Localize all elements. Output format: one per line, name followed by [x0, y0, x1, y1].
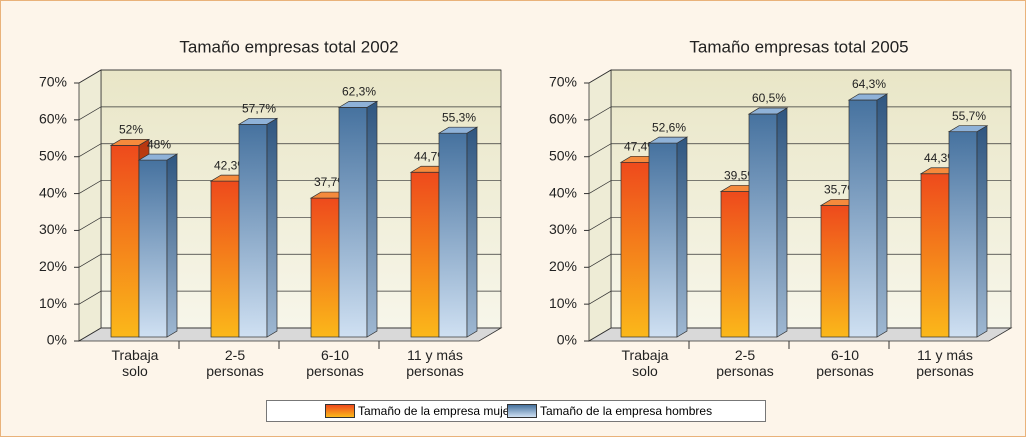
y-tick-label: 20%: [39, 258, 67, 274]
chart-title: Tamaño empresas total 2005: [689, 37, 908, 56]
y-tick-label: 70%: [39, 74, 67, 90]
value-label: 48%: [147, 137, 171, 151]
bar: [310, 197, 340, 338]
value-label: 60,5%: [752, 91, 786, 105]
bar: [210, 180, 240, 338]
bar: [748, 113, 778, 338]
bar-side: [466, 126, 478, 338]
grid-line: [588, 69, 1011, 84]
y-tick-label: 10%: [549, 295, 577, 311]
bar: [820, 205, 850, 338]
bar: [338, 107, 368, 338]
y-tick-label: 0%: [557, 332, 577, 348]
value-label: 55,7%: [952, 109, 986, 123]
bar: [438, 132, 468, 338]
y-tick-label: 10%: [39, 295, 67, 311]
legend-swatch: [325, 404, 355, 418]
bar-top: [747, 107, 789, 115]
y-tick-label: 60%: [39, 111, 67, 127]
bar-side: [266, 117, 278, 338]
y-tick-label: 20%: [549, 258, 577, 274]
x-tick-label: 6-10 personas: [816, 347, 874, 379]
legend-swatch: [507, 404, 537, 418]
bar-top: [847, 93, 889, 101]
x-tick-label: 11 y más personas: [916, 347, 974, 379]
legend-entry: Tamaño de la empresa hombres: [507, 404, 712, 418]
y-tick-label: 30%: [39, 221, 67, 237]
value-label: 64,3%: [852, 77, 886, 91]
bar-side: [166, 153, 178, 338]
bar-side: [776, 107, 788, 338]
bar-top: [647, 136, 689, 144]
side-wall: [588, 69, 612, 342]
x-tick-label: Trabaja solo: [111, 347, 159, 379]
y-tick-label: 70%: [549, 74, 577, 90]
bar-side: [876, 93, 888, 338]
legend-label: Tamaño de la empresa hombres: [540, 404, 713, 418]
x-tick-label: 11 y más personas: [406, 347, 464, 379]
value-label: 57,7%: [242, 102, 276, 116]
legend: Tamaño de la empresa mujeres Tamaño de l…: [266, 400, 766, 422]
bar: [620, 161, 650, 338]
bar: [720, 191, 750, 338]
bar-top: [437, 126, 479, 134]
x-tick-label: 6-10 personas: [306, 347, 364, 379]
y-tick-label: 50%: [39, 147, 67, 163]
y-tick-label: 40%: [39, 184, 67, 200]
grid-line: [78, 69, 501, 84]
value-label: 62,3%: [342, 85, 376, 99]
value-label: 52,6%: [652, 120, 686, 134]
x-tick-label: Trabaja solo: [621, 347, 669, 379]
y-tick-label: 50%: [549, 147, 577, 163]
bar-top: [237, 117, 279, 125]
value-label: 55,3%: [442, 110, 476, 124]
bar-top: [137, 153, 179, 161]
bar-side: [366, 100, 378, 338]
legend-entry: Tamaño de la empresa mujeres: [325, 404, 526, 418]
bar: [920, 173, 950, 338]
bar: [648, 142, 678, 338]
side-wall: [78, 69, 102, 342]
bar-side: [976, 125, 988, 338]
y-tick-label: 30%: [549, 221, 577, 237]
x-tick-label: 2-5 personas: [206, 347, 264, 379]
chart-title: Tamaño empresas total 2002: [179, 37, 398, 56]
bar: [238, 123, 268, 338]
bar: [110, 144, 140, 338]
y-tick-label: 0%: [47, 332, 67, 348]
value-label: 52%: [119, 123, 143, 137]
y-tick-label: 40%: [549, 184, 577, 200]
x-tick-label: 2-5 personas: [716, 347, 774, 379]
bar-top: [337, 101, 379, 108]
bar-top: [109, 138, 151, 146]
bar: [948, 131, 978, 338]
legend-label: Tamaño de la empresa mujeres: [358, 404, 527, 418]
bar: [138, 159, 168, 338]
bar-top: [947, 125, 989, 133]
bar-side: [676, 136, 688, 338]
y-tick-label: 60%: [549, 111, 577, 127]
bar: [848, 99, 878, 338]
bar: [410, 171, 440, 338]
